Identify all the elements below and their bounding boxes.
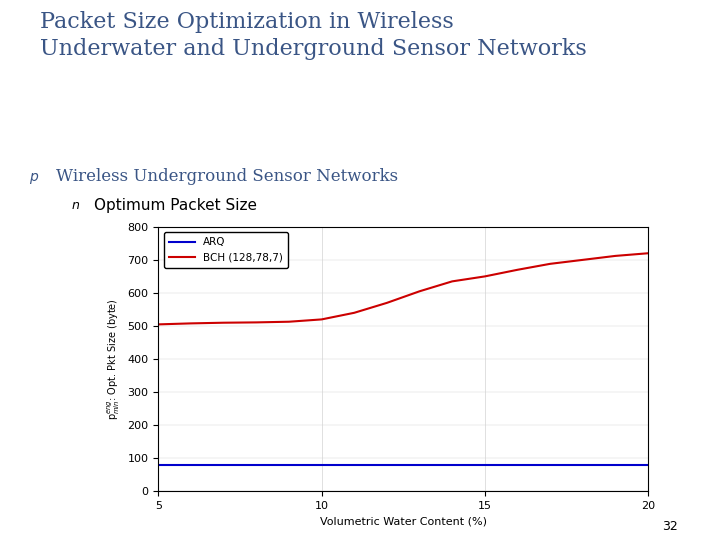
ARQ	[448, 462, 456, 468]
ARQ	[415, 462, 424, 468]
BCH (128,78,7)	[318, 316, 326, 323]
ARQ	[350, 462, 359, 468]
BCH (128,78,7)	[382, 300, 391, 306]
Text: Packet Size Optimization in Wireless
Underwater and Underground Sensor Networks: Packet Size Optimization in Wireless Und…	[40, 11, 586, 60]
BCH (128,78,7)	[578, 256, 587, 263]
ARQ	[382, 462, 391, 468]
Text: 32: 32	[662, 520, 678, 533]
ARQ	[480, 462, 489, 468]
ARQ	[546, 462, 554, 468]
Text: Wireless Underground Sensor Networks: Wireless Underground Sensor Networks	[55, 168, 397, 185]
BCH (128,78,7)	[154, 321, 163, 328]
BCH (128,78,7)	[284, 319, 293, 325]
ARQ	[220, 462, 228, 468]
ARQ	[318, 462, 326, 468]
ARQ	[644, 462, 652, 468]
BCH (128,78,7)	[350, 309, 359, 316]
ARQ	[611, 462, 620, 468]
BCH (128,78,7)	[220, 320, 228, 326]
ARQ	[154, 462, 163, 468]
BCH (128,78,7)	[480, 273, 489, 280]
Legend: ARQ, BCH (128,78,7): ARQ, BCH (128,78,7)	[163, 232, 288, 268]
ARQ	[578, 462, 587, 468]
BCH (128,78,7)	[252, 319, 261, 326]
ARQ	[186, 462, 195, 468]
X-axis label: Volumetric Water Content (%): Volumetric Water Content (%)	[320, 517, 487, 526]
ARQ	[513, 462, 522, 468]
BCH (128,78,7)	[513, 267, 522, 273]
Text: p: p	[29, 170, 37, 184]
BCH (128,78,7)	[611, 253, 620, 259]
ARQ	[252, 462, 261, 468]
Text: n: n	[72, 199, 80, 212]
BCH (128,78,7)	[546, 261, 554, 267]
Line: BCH (128,78,7): BCH (128,78,7)	[158, 253, 648, 325]
ARQ	[284, 462, 293, 468]
BCH (128,78,7)	[644, 250, 652, 256]
Y-axis label: p$^{eng}_{min}$: Opt. Pkt Size (byte): p$^{eng}_{min}$: Opt. Pkt Size (byte)	[106, 298, 122, 420]
Text: Optimum Packet Size: Optimum Packet Size	[94, 198, 257, 213]
BCH (128,78,7)	[415, 288, 424, 294]
BCH (128,78,7)	[448, 278, 456, 285]
BCH (128,78,7)	[186, 320, 195, 327]
